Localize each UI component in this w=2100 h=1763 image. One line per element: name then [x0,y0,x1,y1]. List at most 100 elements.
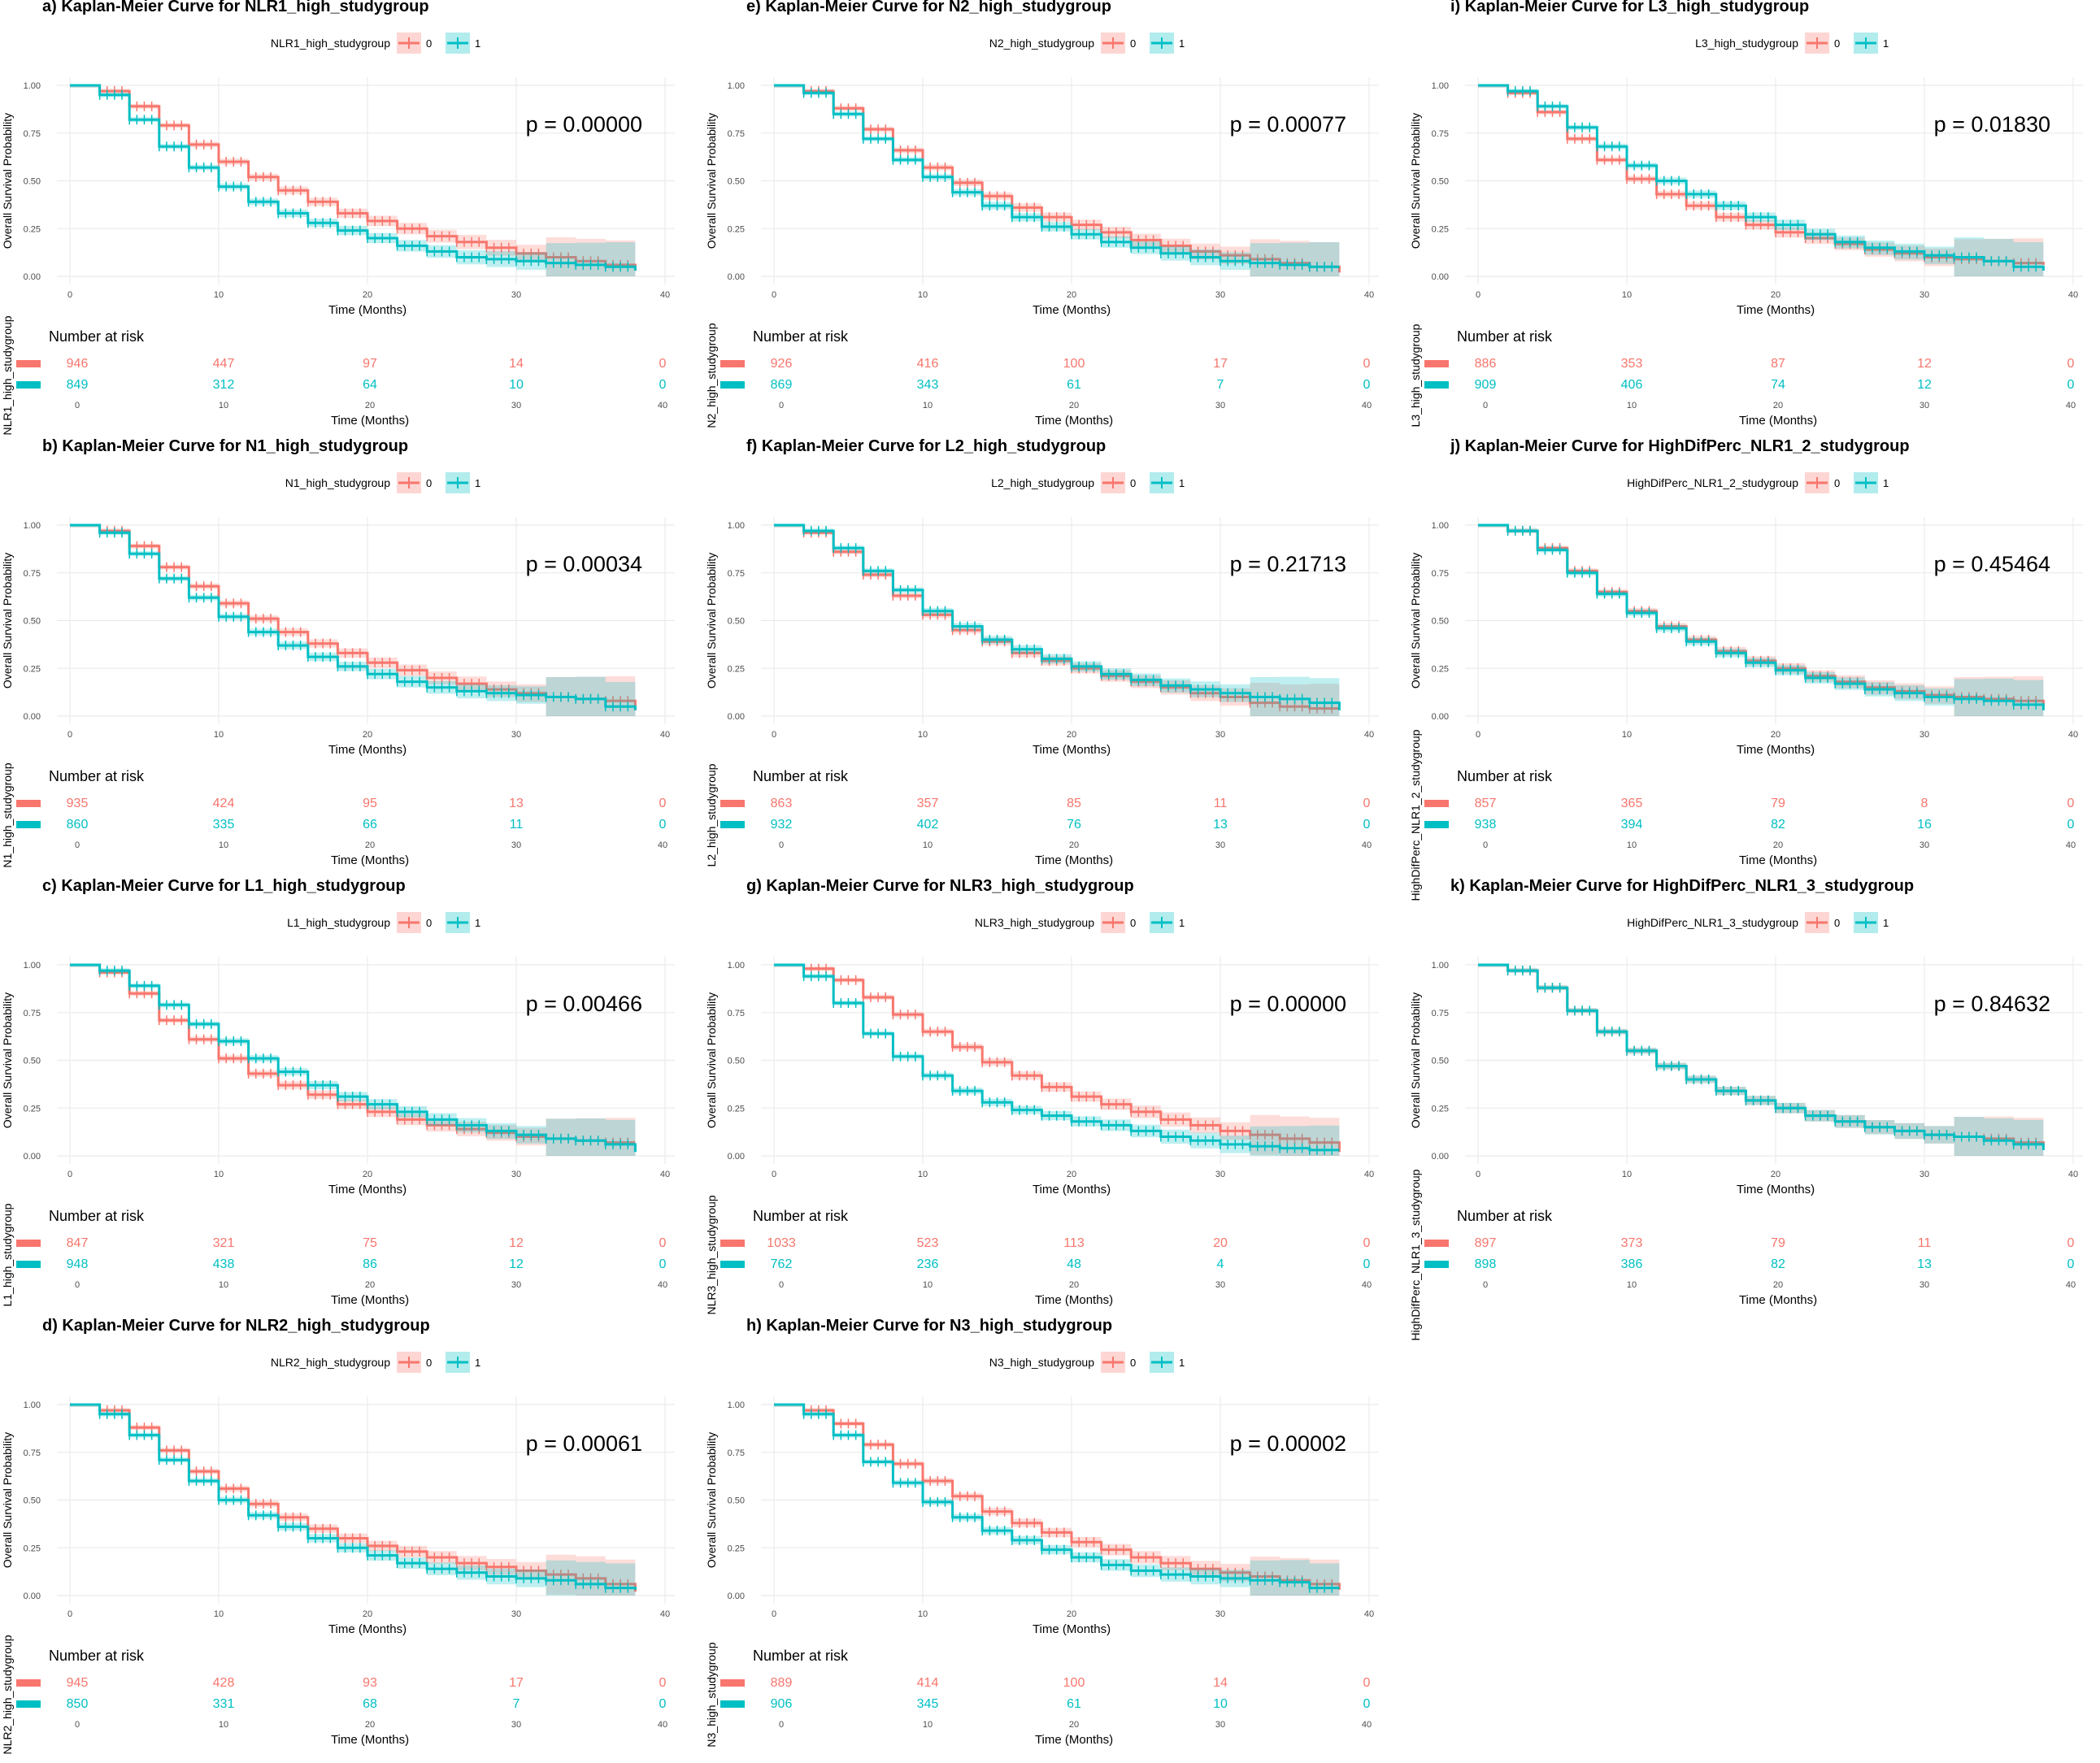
risk-x-tick: 10 [1627,840,1637,850]
y-tick-label: 0.75 [728,1448,745,1458]
y-tick-label: 1.00 [1432,521,1449,531]
y-tick-label: 1.00 [24,521,41,531]
risk-x-tick: 20 [365,1280,375,1290]
legend-label-0: 0 [1130,37,1136,50]
p-value: p = 0.00002 [1230,1431,1346,1456]
risk-x-tick: 30 [1215,1720,1225,1730]
risk-x-title: Time (Months) [1739,1293,1817,1307]
risk-count: 74 [1771,378,1785,392]
risk-count: 0 [1363,1697,1371,1711]
risk-x-tick: 0 [1483,1280,1488,1290]
risk-x-tick: 40 [2066,401,2076,410]
x-tick-label: 0 [772,730,776,740]
x-tick-label: 0 [1476,730,1480,740]
p-value: p = 0.45464 [1934,552,2050,576]
risk-row-key-1 [720,1700,745,1708]
risk-count: 523 [917,1236,939,1250]
risk-count: 331 [213,1697,235,1711]
risk-count: 414 [917,1676,939,1690]
y-axis-title: Overall Survival Probability [705,553,718,688]
legend-label-0: 0 [426,477,432,489]
risk-row-key-1 [16,1700,41,1708]
risk-x-tick: 0 [75,840,80,850]
ci-band-0 [1478,85,2044,276]
ci-band-1 [70,965,636,1156]
risk-x-tick: 20 [1773,1280,1783,1290]
y-tick-label: 0.00 [1432,712,1449,722]
risk-count: 82 [1771,1257,1785,1271]
risk-x-title: Time (Months) [331,414,409,428]
risk-row-key-0 [720,800,745,807]
risk-y-title: N2_high_studygroup [705,323,718,428]
risk-x-tick: 20 [1773,840,1783,850]
risk-count: 0 [1363,378,1371,392]
risk-count: 1033 [767,1236,796,1250]
risk-count: 897 [1475,1236,1497,1250]
legend-label-1: 1 [1883,917,1889,929]
risk-count: 428 [213,1676,235,1690]
x-tick-label: 0 [772,1170,776,1179]
y-tick-label: 0.25 [728,224,745,234]
x-axis-title: Time (Months) [328,303,407,317]
legend-label-1: 1 [475,477,480,489]
risk-x-tick: 10 [219,1720,228,1730]
risk-count: 7 [1217,378,1224,392]
x-tick-label: 30 [511,730,521,740]
risk-count: 0 [2067,797,2075,810]
risk-row-key-0 [1424,800,1449,807]
panel-title: k) Kaplan-Meier Curve for HighDifPerc_NL… [1450,877,1914,895]
ci-band-1 [1478,525,2044,716]
legend-title: N2_high_studygroup [989,37,1094,50]
risk-count: 0 [2067,818,2075,832]
p-value: p = 0.21713 [1230,552,1346,576]
legend-label-0: 0 [426,1357,432,1369]
risk-row-key-1 [1424,1261,1449,1268]
risk-count: 0 [659,1697,667,1711]
x-tick-label: 40 [660,1609,670,1619]
risk-x-tick: 20 [365,1720,375,1730]
risk-count: 0 [659,1236,667,1250]
risk-count: 0 [659,797,667,810]
risk-count: 12 [1917,357,1932,371]
y-tick-label: 1.00 [728,1400,745,1410]
risk-count: 12 [509,1257,524,1271]
y-tick-label: 0.25 [24,224,41,234]
y-tick-label: 0.00 [1432,272,1449,282]
risk-count: 0 [2067,1236,2075,1250]
x-tick-label: 20 [363,1170,372,1179]
ci-band-1 [774,85,1340,276]
risk-count: 321 [213,1236,235,1250]
risk-x-tick: 10 [923,840,933,850]
risk-row-key-0 [720,1679,745,1687]
x-axis-title: Time (Months) [1737,743,1815,757]
risk-x-title: Time (Months) [1739,853,1817,867]
p-value: p = 0.00000 [1230,992,1346,1016]
x-tick-label: 40 [1364,290,1374,300]
y-tick-label: 0.00 [24,1152,41,1162]
ci-band-0 [70,525,636,716]
x-tick-label: 20 [1771,290,1780,300]
panel-title: a) Kaplan-Meier Curve for NLR1_high_stud… [42,0,429,15]
risk-table-title: Number at risk [753,1648,849,1664]
ci-band-1 [1478,85,2044,276]
risk-count: 100 [1063,1676,1085,1690]
ci-band-1 [774,525,1340,716]
risk-count: 906 [771,1697,793,1711]
legend-label-0: 0 [1834,477,1840,489]
risk-count: 11 [1918,1236,1932,1250]
panel-i: i) Kaplan-Meier Curve for L3_high_studyg… [1409,0,2083,428]
risk-x-tick: 10 [219,401,228,410]
risk-count: 762 [771,1257,793,1271]
p-value: p = 0.00466 [526,992,642,1016]
x-tick-label: 0 [67,730,72,740]
risk-count: 909 [1475,378,1497,392]
risk-x-tick: 20 [1069,1280,1079,1290]
x-axis-title: Time (Months) [1737,303,1815,317]
x-axis-title: Time (Months) [328,1622,407,1636]
risk-x-tick: 0 [1483,840,1488,850]
risk-count: 14 [1213,1676,1228,1690]
risk-count: 86 [363,1257,377,1271]
x-tick-label: 20 [1067,290,1076,300]
risk-row-key-1 [720,1261,745,1268]
risk-x-tick: 40 [2066,1280,2076,1290]
